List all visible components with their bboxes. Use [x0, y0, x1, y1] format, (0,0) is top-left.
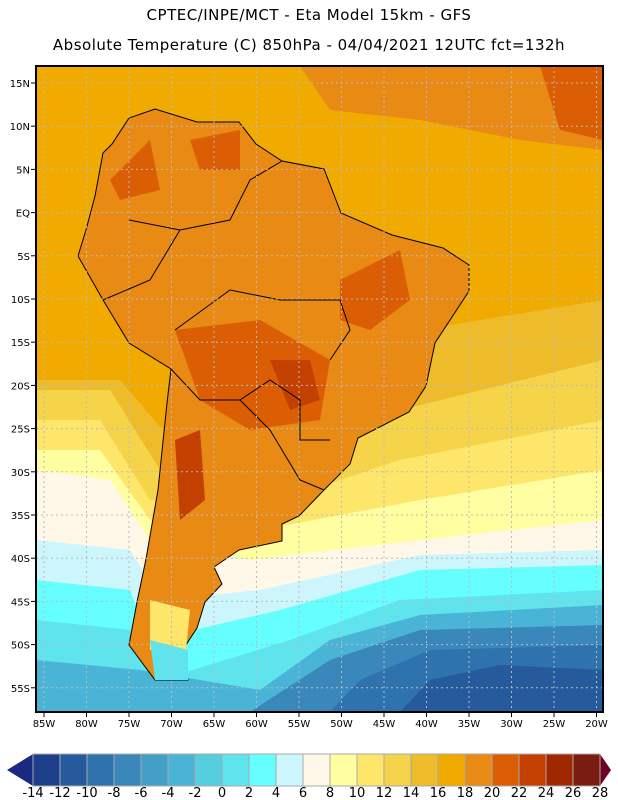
colorbar-swatch [140, 753, 169, 787]
colorbar-swatch [59, 753, 88, 787]
colorbar-label: 12 [376, 786, 393, 800]
colorbar-label: 20 [484, 786, 501, 800]
colorbar-label: 28 [592, 786, 609, 800]
colorbar-swatch [464, 753, 493, 787]
colorbar-label: 18 [457, 786, 474, 800]
colorbar-swatch [302, 753, 331, 787]
colorbar-swatch [572, 753, 601, 787]
lon-label: 35W [458, 719, 481, 730]
lat-label: 10S [11, 295, 30, 306]
colorbar: -14 -12 -10 -8 -6 -4 -2 0 2 4 6 8 10 12 14 16 18 20 22 24 26… [7, 753, 611, 800]
country-borders [102, 160, 351, 491]
colorbar-label: -14 [22, 786, 43, 800]
lon-label: 50W [330, 719, 353, 730]
colorbar-swatch [194, 753, 223, 787]
lon-label: 75W [118, 719, 141, 730]
colorbar-swatch [113, 753, 142, 787]
colorbar-label: 4 [272, 786, 280, 800]
colorbar-swatch [275, 753, 304, 787]
colorbar-swatch [410, 753, 439, 787]
colorbar-swatch [221, 753, 250, 787]
lat-label: 50S [11, 641, 30, 652]
lon-label: 70W [160, 719, 183, 730]
lon-label: 40W [415, 719, 438, 730]
colorbar-low-arrow [7, 754, 33, 786]
lon-label: 45W [373, 719, 396, 730]
colorbar-swatch [518, 753, 547, 787]
lat-label: 5N [16, 165, 30, 176]
lat-label: 15N [10, 79, 30, 90]
colorbar-swatch [32, 753, 61, 787]
colorbar-label: 14 [403, 786, 420, 800]
map-field [36, 66, 603, 712]
lat-label: 45S [11, 597, 30, 608]
lon-label: 30W [500, 719, 523, 730]
colorbar-label: -10 [76, 786, 97, 800]
lat-label: 15S [11, 338, 30, 349]
colorbar-label: -12 [49, 786, 70, 800]
map-title: CPTEC/INPE/MCT - Eta Model 15km - GFS [146, 6, 472, 24]
colorbar-swatch [437, 753, 466, 787]
colorbar-label: 2 [245, 786, 253, 800]
lat-label: 10N [10, 122, 30, 133]
colorbar-label: 24 [538, 786, 555, 800]
lon-label: 60W [245, 719, 268, 730]
colorbar-label: 0 [218, 786, 226, 800]
colorbar-label: 10 [349, 786, 366, 800]
colorbar-swatch [383, 753, 412, 787]
colorbar-swatch [167, 753, 196, 787]
colorbar-label: 8 [326, 786, 334, 800]
colorbar-swatch [248, 753, 277, 787]
lat-label: 55S [11, 684, 30, 695]
colorbar-swatch [356, 753, 385, 787]
lat-label: 5S [17, 252, 30, 263]
colorbar-label: 16 [430, 786, 447, 800]
lat-label: EQ [16, 209, 30, 220]
lon-label: 55W [288, 719, 311, 730]
colorbar-label: -2 [189, 786, 202, 800]
lon-label: 25W [543, 719, 566, 730]
colorbar-high-arrow [600, 754, 611, 786]
colorbar-label: 22 [511, 786, 528, 800]
colorbar-label: 26 [565, 786, 582, 800]
colorbar-label: -8 [108, 786, 121, 800]
lat-label: 25S [11, 425, 30, 436]
map-frame [35, 65, 604, 713]
colorbar-swatch [545, 753, 574, 787]
lat-label: 20S [11, 381, 30, 392]
colorbar-swatch [329, 753, 358, 787]
lon-label: 80W [75, 719, 98, 730]
map-subtitle: Absolute Temperature (C) 850hPa - 04/04/… [52, 36, 566, 54]
lon-label: 20W [585, 719, 608, 730]
lat-label: 30S [11, 468, 30, 479]
lat-label: 40S [11, 554, 30, 565]
lon-label: 65W [203, 719, 226, 730]
colorbar-label: -6 [135, 786, 148, 800]
colorbar-swatch [491, 753, 520, 787]
colorbar-label: 6 [299, 786, 307, 800]
colorbar-label: -4 [162, 786, 175, 800]
lat-label: 35S [11, 511, 30, 522]
lon-label: 85W [33, 719, 56, 730]
colorbar-swatch [86, 753, 115, 787]
